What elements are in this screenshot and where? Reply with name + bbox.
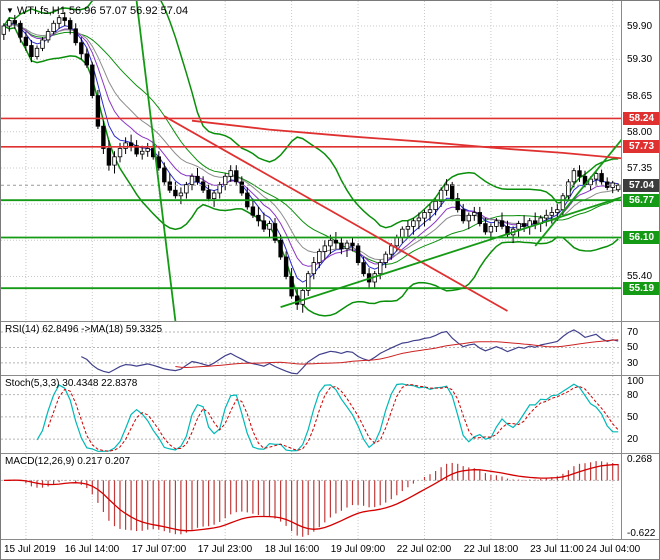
stochastic-panel: 100 80 50 20 Stoch(5,3,3) 30.4348 22.8378: [1, 375, 659, 454]
time-axis-label: 17 Jul 23:00: [197, 544, 253, 555]
stochastic-axis: 100 80 50 20: [621, 376, 659, 453]
descending-trendline: [163, 115, 508, 312]
price-tag-resistance: 58.24: [623, 111, 659, 125]
stoch-axis-label: 20: [627, 434, 639, 446]
price-chart-panel: 59.9059.3058.6558.0057.3556.7056.0555.40…: [1, 1, 659, 321]
time-axis-label: 16 Jul 14:00: [64, 544, 120, 555]
price-tag-resistance: 57.73: [623, 140, 659, 154]
stochastic-canvas[interactable]: [1, 376, 621, 454]
price-axis-label: 58.65: [627, 90, 653, 102]
rsi-axis: 70 50 30: [621, 322, 659, 375]
rsi-panel: 70 50 30 RSI(14) 62.8496 ->MA(18) 59.3325: [1, 321, 659, 376]
symbol-dropdown-icon[interactable]: ▼: [6, 6, 14, 15]
long-term-ma: [191, 119, 621, 160]
candlesticks: [1, 12, 621, 313]
stoch-axis-label: 50: [627, 411, 639, 423]
price-chart-canvas[interactable]: [1, 1, 621, 321]
time-axis-label: 17 Jul 07:00: [131, 544, 187, 555]
time-axis-label: 24 Jul 04:00: [585, 544, 641, 555]
time-axis-label: 22 Jul 18:00: [463, 544, 519, 555]
price-axis-label: 59.30: [627, 54, 653, 66]
time-axis-label: 18 Jul 16:00: [264, 544, 320, 555]
symbol-ohlc-label: WTI.fs,H1 56.96 57.07 56.92 57.04: [16, 5, 189, 17]
time-axis-label: 22 Jul 02:00: [396, 544, 452, 555]
stoch-grid: [1, 376, 621, 454]
macd-histogram: [8, 461, 619, 537]
macd-axis: 0.268 -0.622: [621, 454, 659, 540]
price-axis: 59.9059.3058.6558.0057.3556.7056.0555.40…: [621, 1, 659, 321]
stoch-axis-label: 100: [627, 376, 644, 387]
macd-axis-label: -0.622: [627, 528, 656, 540]
macd-axis-label: 0.268: [627, 454, 653, 465]
macd-canvas[interactable]: [1, 454, 621, 540]
macd-label: MACD(12,26,9) 0.217 0.207: [5, 456, 131, 467]
rsi-axis-label: 30: [627, 357, 639, 369]
price-tag-current: 57.04: [623, 178, 659, 192]
macd-panel: 0.268 -0.622 MACD(12,26,9) 0.217 0.207: [1, 453, 659, 540]
price-axis-label: 59.90: [627, 21, 653, 33]
steep-channel-line: [135, 1, 177, 321]
bollinger-bands: [3, 1, 619, 317]
rsi-axis-label: 70: [627, 327, 639, 339]
ascending-support-trendline: [280, 196, 621, 308]
time-axis-label: 19 Jul 09:00: [330, 544, 386, 555]
time-axis-label: 23 Jul 11:00: [530, 544, 584, 555]
rsi-canvas[interactable]: [1, 322, 621, 376]
price-axis-label: 58.00: [627, 126, 653, 138]
price-axis-label: 55.40: [627, 271, 653, 283]
price-tag-support: 56.77: [623, 193, 659, 207]
price-tag-support: 56.10: [623, 231, 659, 245]
chart-header: ▼ WTI.fs,H1 56.96 57.07 56.92 57.04: [6, 5, 188, 17]
rsi-label: RSI(14) 62.8496 ->MA(18) 59.3325: [5, 324, 163, 335]
analysis-overlays[interactable]: [1, 1, 621, 321]
price-axis-label: 57.35: [627, 162, 653, 174]
time-axis-label: 15 Jul 2019: [4, 544, 56, 555]
price-tag-support: 55.19: [623, 281, 659, 295]
moving-averages: [3, 23, 619, 283]
stochastic-label: Stoch(5,3,3) 30.4348 22.8378: [5, 378, 138, 389]
stoch-axis-label: 80: [627, 389, 639, 401]
ascending-trendline-right: [534, 138, 621, 247]
rsi-axis-label: 50: [627, 342, 639, 354]
time-axis: 15 Jul 2019 16 Jul 14:00 17 Jul 07:00 17 Ju…: [1, 539, 659, 559]
